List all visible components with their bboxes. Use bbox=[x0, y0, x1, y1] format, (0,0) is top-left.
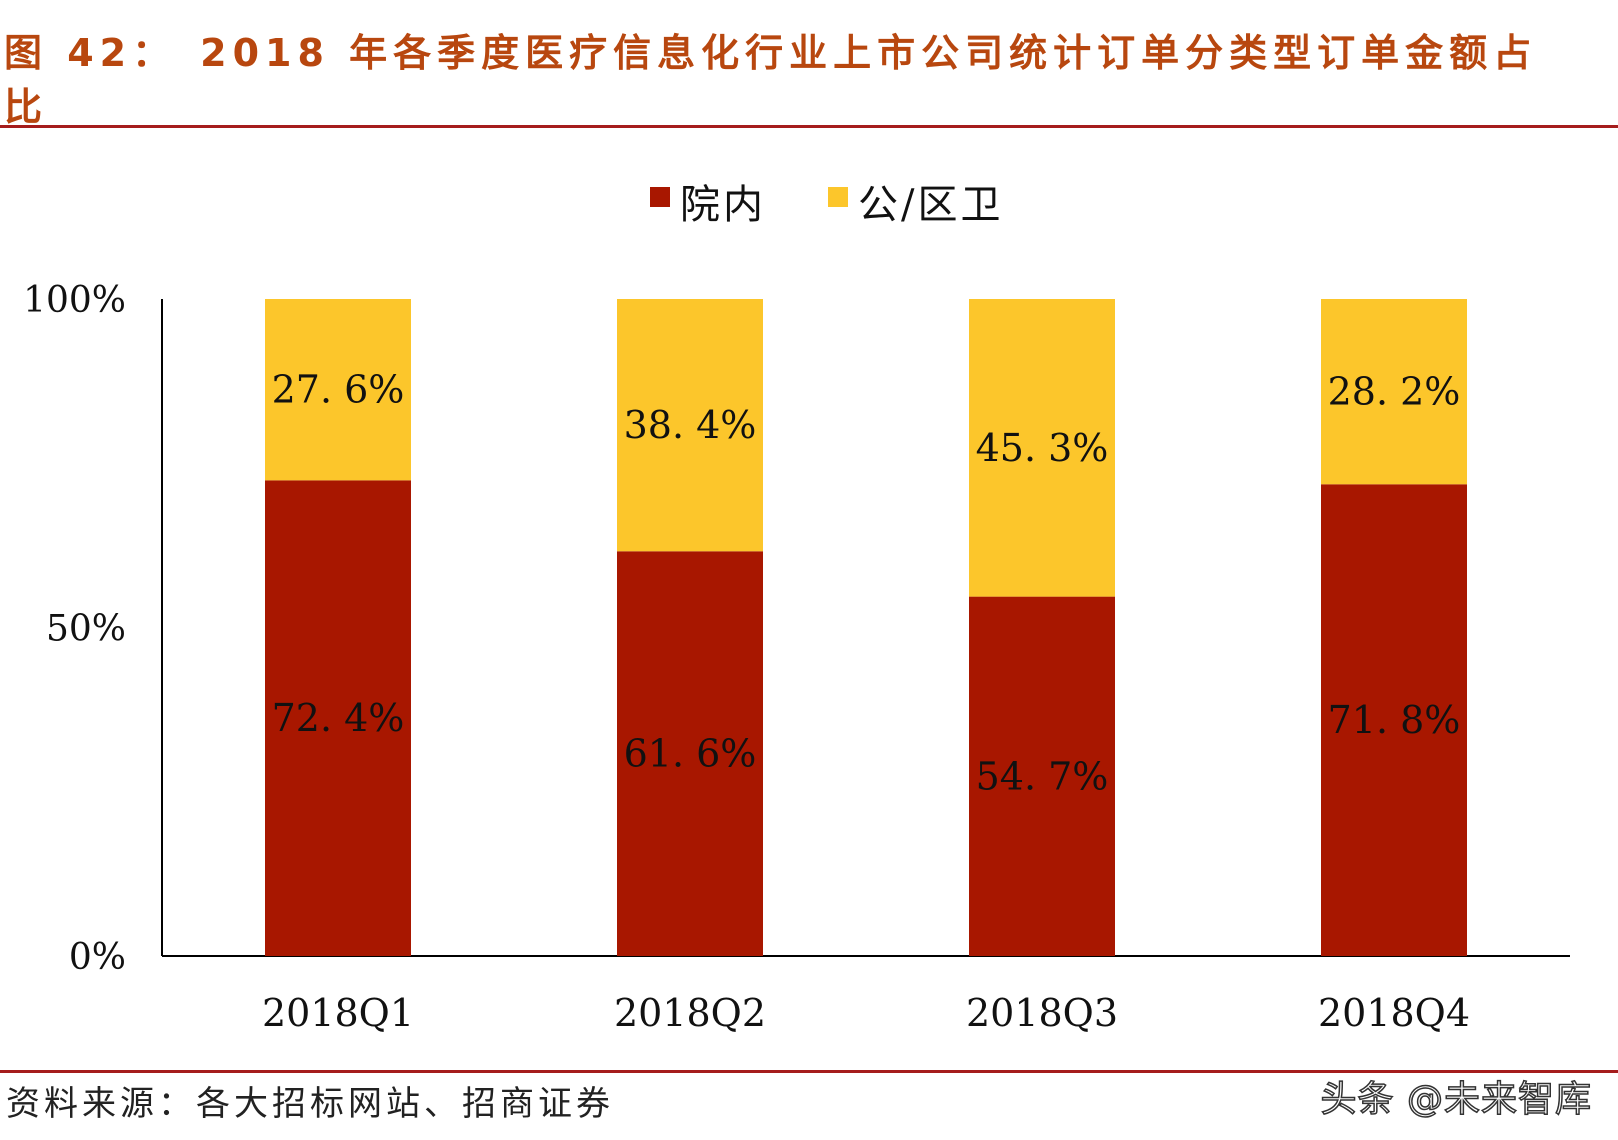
legend-label: 院内 bbox=[680, 182, 766, 228]
figure-title-text: 2018 年各季度医疗信息化行业上市公司统计订单分类型订单金额占 bbox=[200, 31, 1538, 75]
data-label: 45. 3% bbox=[976, 426, 1109, 470]
bar-segment bbox=[265, 299, 411, 481]
data-label: 72. 4% bbox=[272, 696, 405, 740]
bar-segment bbox=[617, 299, 763, 552]
data-label: 61. 6% bbox=[624, 732, 757, 776]
legend-swatch bbox=[650, 187, 670, 207]
watermark: 头条 @未来智库 bbox=[1320, 1078, 1592, 1121]
figure-title-line-2: 比 bbox=[4, 85, 49, 128]
bar-segment bbox=[265, 480, 411, 956]
data-label: 54. 7% bbox=[976, 754, 1109, 798]
legend-swatch bbox=[828, 187, 848, 207]
x-tick-label: 2018Q4 bbox=[1318, 991, 1470, 1035]
x-tick-label: 2018Q1 bbox=[262, 991, 414, 1035]
bar-segment bbox=[969, 299, 1115, 597]
figure-number: 图 42： bbox=[4, 31, 177, 75]
footer-divider bbox=[0, 1070, 1618, 1073]
figure-title: 图 42： 2018 年各季度医疗信息化行业上市公司统计订单分类型订单金额占 比 bbox=[0, 0, 1618, 128]
bar-segment bbox=[1321, 299, 1467, 485]
data-label: 38. 4% bbox=[624, 403, 757, 447]
source-note: 资料来源：各大招标网站、招商证券 bbox=[6, 1084, 614, 1124]
data-label: 27. 6% bbox=[272, 368, 405, 412]
stacked-bar-chart: 0% 50% 100% 72. 4% 27. 6% 2018Q1 61. 6% 38. 4% 2… bbox=[23, 182, 1570, 1035]
bar-segment bbox=[617, 551, 763, 956]
bar-segment bbox=[1321, 484, 1467, 956]
x-tick-label: 2018Q2 bbox=[614, 991, 766, 1035]
y-tick-label: 100% bbox=[23, 280, 126, 321]
bar-segment bbox=[969, 596, 1115, 956]
y-tick-label: 50% bbox=[46, 609, 126, 650]
legend-label: 公/区卫 bbox=[858, 182, 1003, 228]
figure-title-line-1: 图 42： 2018 年各季度医疗信息化行业上市公司统计订单分类型订单金额占 bbox=[4, 22, 1537, 77]
x-tick-label: 2018Q3 bbox=[966, 991, 1118, 1035]
data-label: 28. 2% bbox=[1328, 370, 1461, 414]
data-label: 71. 8% bbox=[1328, 698, 1461, 742]
y-tick-label: 0% bbox=[69, 937, 126, 978]
